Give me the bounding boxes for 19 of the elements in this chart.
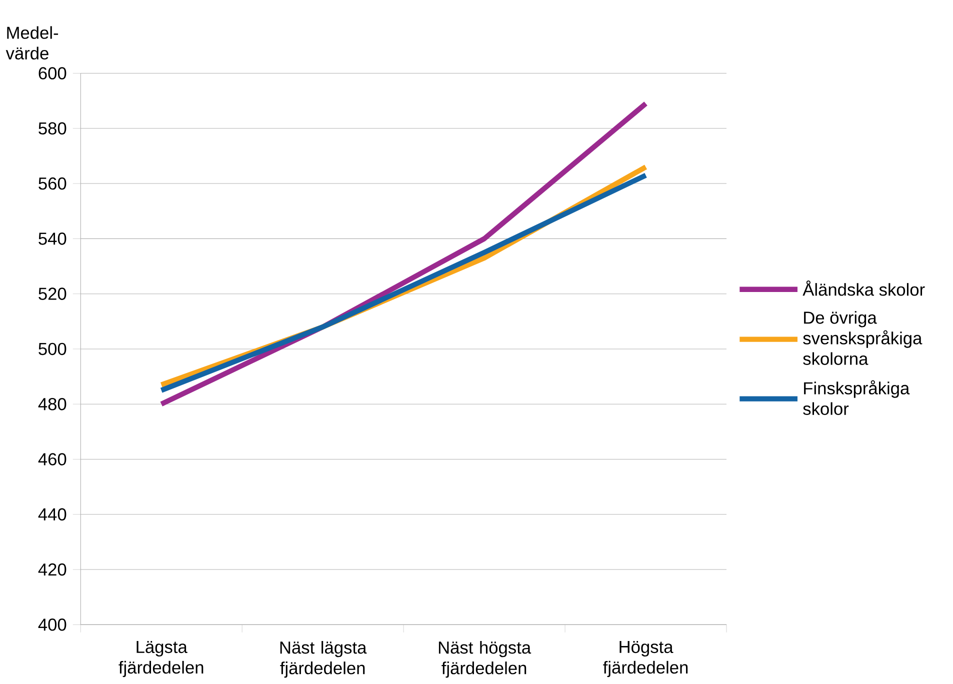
legend-label: Finskspråkiga skolor [803,380,910,415]
legend-label: Åländska skolor [802,280,925,296]
y-tick-label: 600 [38,66,66,80]
x-tick-label: Näst högsta fjärdedelen [438,640,532,678]
y-tick-label: 580 [38,122,66,134]
y-tick-label: 420 [38,563,66,576]
y-tick-label: 540 [38,232,66,245]
y-tick-label: 480 [38,398,66,410]
x-tick-label: Näst lägsta fjärdedelen [280,640,367,678]
y-axis-title: Medel-värde [6,26,58,60]
y-tick-label: 560 [38,177,66,190]
x-tick-label: Lägsta fjärdedelen [118,640,204,677]
legend-label: De övriga svenskspråkiga skolorna [803,310,922,365]
y-tick-label: 500 [38,342,66,355]
y-tick-label: 520 [38,287,66,300]
y-tick-label: 440 [38,508,66,520]
x-tick-label: Högsta fjärdedelen [603,640,688,677]
y-tick-label: 400 [38,618,66,631]
y-tick-label: 460 [38,452,66,466]
